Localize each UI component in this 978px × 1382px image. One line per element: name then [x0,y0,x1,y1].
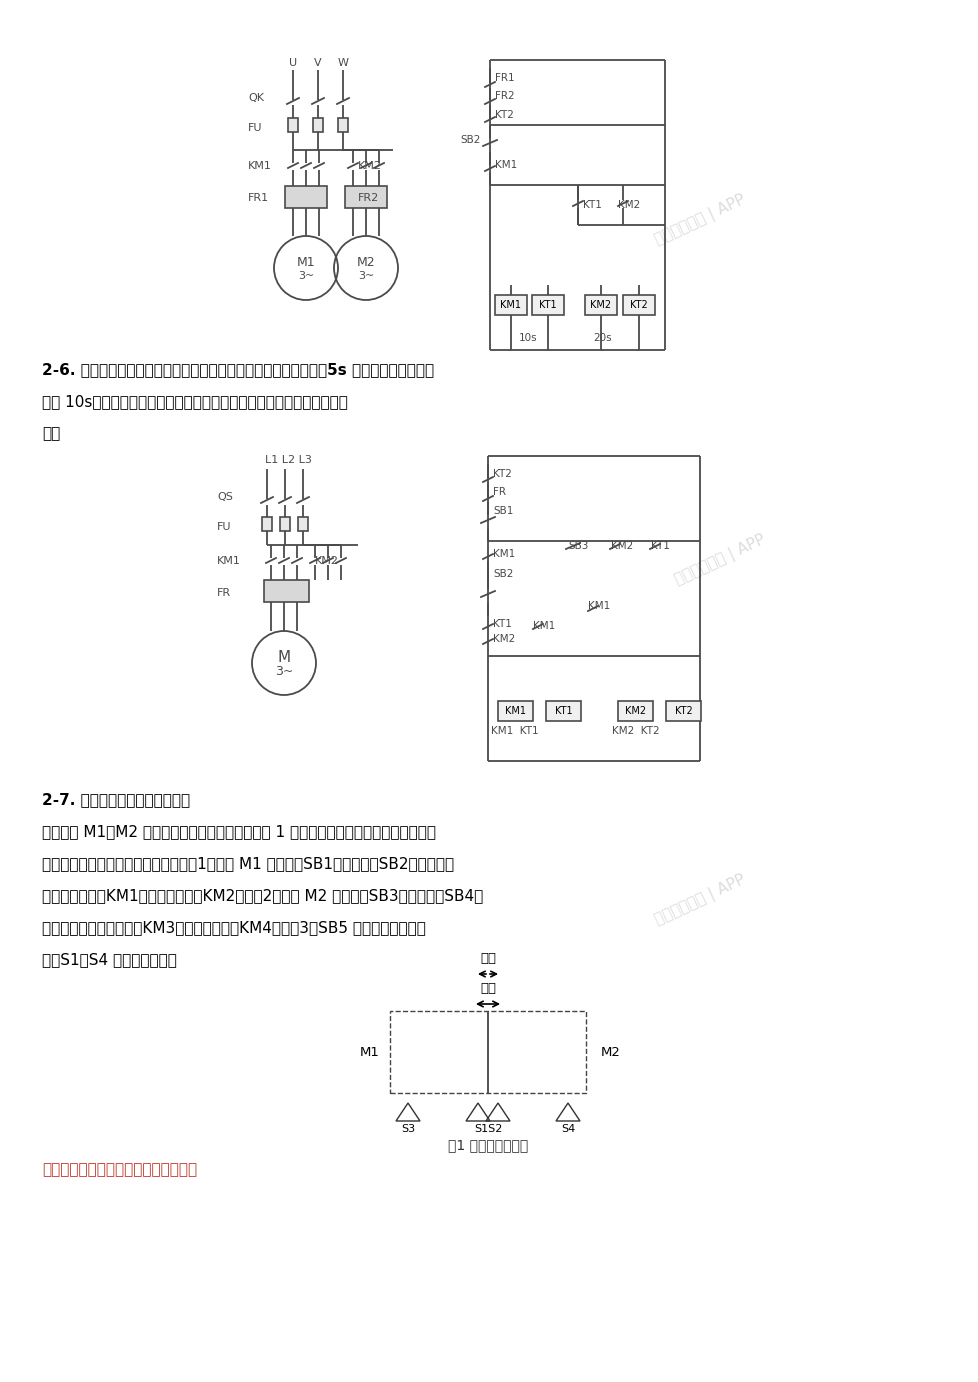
Text: SB3: SB3 [567,540,588,551]
Text: SB2: SB2 [460,135,480,145]
Text: KM1: KM1 [495,160,516,170]
Bar [498,701,532,721]
Text: FR1: FR1 [495,73,514,83]
Text: KM2: KM2 [624,706,645,716]
Text: 扇门进行开门（KM1）、关门控制（KM2）；（2）通过 M2 的正转（SB3）、反转（SB4）: 扇门进行开门（KM1）、关门控制（KM2）；（2）通过 M2 的正转（SB3）、… [42,889,483,904]
Bar [585,294,616,315]
Text: 3~: 3~ [275,665,292,677]
Text: 免费学习资料 | APP: 免费学习资料 | APP [651,192,747,247]
Text: KM2: KM2 [590,300,611,310]
Bar [531,294,563,315]
Text: 答：画出电动机正反转控制的主电路图: 答：画出电动机正反转控制的主电路图 [42,1162,197,1177]
Text: KM2: KM2 [358,160,381,171]
Text: W: W [337,58,348,68]
Bar [297,517,308,531]
Text: KM2: KM2 [315,556,338,567]
Text: 3~: 3~ [358,271,374,281]
Bar [285,187,327,209]
Text: FU: FU [247,123,262,133]
Text: KM1: KM1 [500,300,521,310]
Text: 图1 工厂大门示意图: 图1 工厂大门示意图 [447,1137,527,1153]
Text: M2: M2 [356,256,375,268]
Text: KM1: KM1 [493,549,514,558]
Text: FR2: FR2 [358,193,378,203]
Text: KT1: KT1 [650,540,669,551]
Text: M1: M1 [296,256,315,268]
Bar [288,117,297,133]
Text: SB1: SB1 [493,506,512,515]
Text: KM2  KT2: KM2 KT2 [611,726,659,737]
Text: KM2: KM2 [493,634,514,644]
Text: KT1: KT1 [539,300,556,310]
Text: KT2: KT2 [630,300,647,310]
Text: S1S2: S1S2 [473,1124,502,1135]
Text: 10s: 10s [518,333,537,343]
Bar [622,294,654,315]
Text: KT2: KT2 [495,111,513,120]
Text: FR: FR [493,486,506,498]
Text: 该大门由 M1、M2 两台电动机拖动两扇大门，如图 1 所示。试用继电器接触器设计控制系: 该大门由 M1、M2 两台电动机拖动两扇大门，如图 1 所示。试用继电器接触器设… [42,825,435,839]
Text: SB2: SB2 [493,569,512,579]
Bar [344,187,386,209]
Text: 3~: 3~ [297,271,314,281]
Text: KT1: KT1 [583,200,601,210]
Text: S3: S3 [401,1124,415,1135]
Bar [280,517,289,531]
Bar [617,701,652,721]
Text: FU: FU [217,522,231,532]
Text: 开门: 开门 [479,981,496,995]
Text: KM2: KM2 [610,540,633,551]
Text: 再过 10s，电机停止，并具有短路、过载保护，设计主电路和控制电路。: 再过 10s，电机停止，并具有短路、过载保护，设计主电路和控制电路。 [42,394,347,409]
Text: KM1: KM1 [217,556,241,567]
Text: QS: QS [217,492,233,502]
Text: KT1: KT1 [493,619,511,629]
Bar [337,117,347,133]
Text: 注：S1～S4 均为行程开关。: 注：S1～S4 均为行程开关。 [42,952,177,967]
Text: 2-6. 一台三相异步电动机运行要求为：按下起动按钮，电机正转，5s 后，电机自行反转，: 2-6. 一台三相异步电动机运行要求为：按下起动按钮，电机正转，5s 后，电机自… [42,362,433,377]
Text: U: U [289,58,296,68]
Text: 免费学习资料 | APP: 免费学习资料 | APP [671,532,767,589]
Bar [262,517,272,531]
Text: FR1: FR1 [247,193,269,203]
Text: M1: M1 [360,1046,379,1059]
Bar [546,701,580,721]
Text: 统，画出主电路及控制电路。要求：（1）通过 M1 的正转（SB1）、反转（SB2）按钮对左: 统，画出主电路及控制电路。要求：（1）通过 M1 的正转（SB1）、反转（SB2… [42,857,454,872]
Bar [389,1012,586,1093]
Text: KM1  KT1: KM1 KT1 [491,726,538,737]
Bar [495,294,526,315]
Text: 20s: 20s [593,333,611,343]
Text: M2: M2 [600,1046,620,1059]
Text: KT2: KT2 [493,468,511,480]
Text: 答：: 答： [42,427,61,441]
Bar [665,701,700,721]
Text: V: V [314,58,322,68]
Text: 2-7. 工厂大门控制电路的设计。: 2-7. 工厂大门控制电路的设计。 [42,792,190,807]
Text: KM2: KM2 [617,200,640,210]
Bar [313,117,323,133]
Text: KM1: KM1 [247,160,272,171]
Text: L1 L2 L3: L1 L2 L3 [265,455,312,464]
Text: KM1: KM1 [505,706,525,716]
Text: M: M [277,650,290,665]
Text: KT2: KT2 [674,706,691,716]
Text: S4: S4 [560,1124,574,1135]
Text: KM1: KM1 [588,601,609,611]
Text: KM1: KM1 [532,621,555,632]
Text: FR2: FR2 [495,91,514,101]
Text: FR: FR [217,587,231,598]
Bar [264,580,309,603]
Text: KT1: KT1 [555,706,572,716]
Text: QK: QK [247,93,264,104]
Text: 免费学习资料 | APP: 免费学习资料 | APP [651,872,747,929]
Text: 按钮对右扇门进行开门（KM3）、关门控制（KM4）；（3）SB5 为系统总停按钮。: 按钮对右扇门进行开门（KM3）、关门控制（KM4）；（3）SB5 为系统总停按钮… [42,920,425,936]
Text: 关门: 关门 [479,951,496,965]
